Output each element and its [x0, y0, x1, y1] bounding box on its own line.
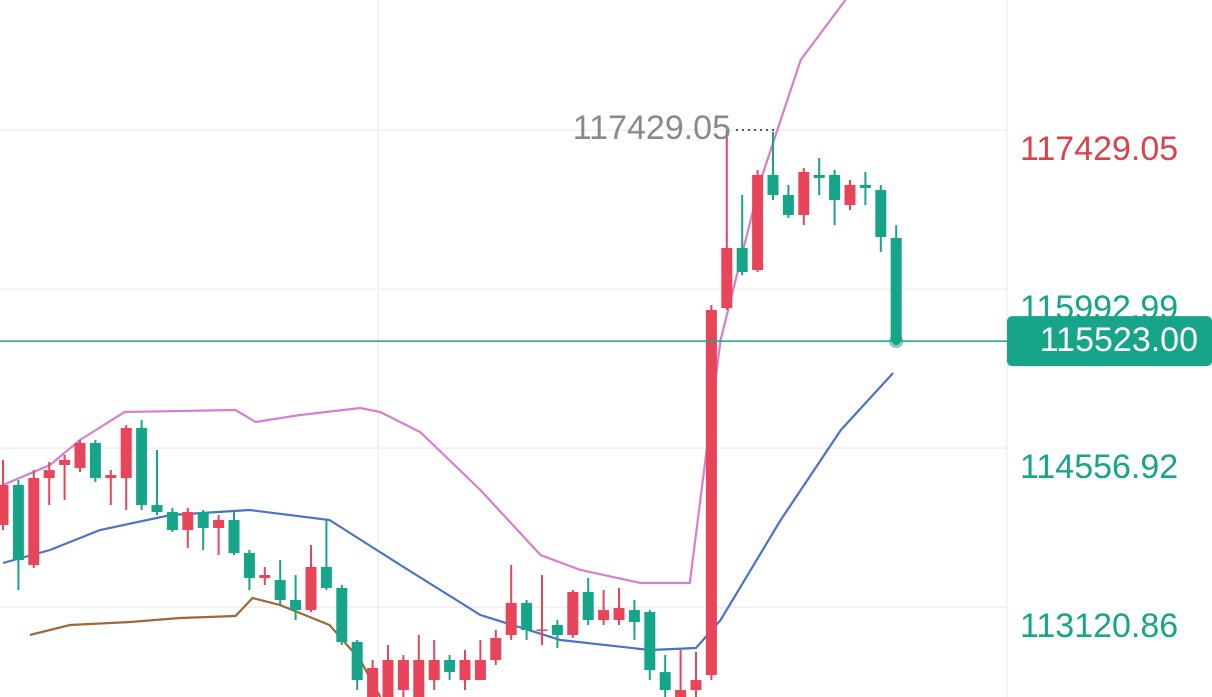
candle-body	[675, 690, 687, 697]
candle-body	[59, 459, 71, 465]
candle-body	[397, 660, 409, 691]
indicator-line	[2, 0, 847, 585]
candle-body	[12, 485, 24, 560]
candle-body	[320, 566, 332, 589]
candle-body	[197, 512, 209, 528]
max-label: 117429.05	[573, 109, 731, 147]
candle-body	[736, 247, 748, 273]
candle-body	[859, 184, 871, 188]
candle-body	[213, 520, 225, 528]
candle-body	[166, 512, 178, 530]
candle-body	[274, 580, 286, 600]
candle-body	[705, 310, 717, 676]
candle-body	[305, 566, 317, 611]
candle-body	[136, 427, 148, 506]
candle-body	[0, 485, 9, 525]
candle-body	[798, 172, 810, 215]
candle-body	[444, 660, 456, 673]
indicator-line	[29, 596, 382, 697]
candle-body	[474, 660, 486, 681]
candle-body	[875, 189, 887, 238]
candle-body	[243, 553, 255, 579]
y-tick-label: 114556.92	[1020, 448, 1178, 486]
candle-body	[644, 612, 656, 671]
candle-body	[598, 610, 610, 621]
candle-body	[336, 588, 348, 642]
candle-body	[182, 512, 194, 530]
candle-body	[844, 184, 856, 206]
indicator-line	[2, 372, 894, 652]
candle-body	[367, 667, 379, 697]
candle-body	[43, 470, 55, 479]
candle-body	[782, 195, 794, 215]
candle-body	[690, 680, 702, 691]
candle-body	[521, 602, 533, 630]
candle-body	[120, 427, 132, 479]
candle-body	[582, 592, 594, 621]
last-price-dot-core	[892, 337, 901, 346]
candle-body	[490, 637, 502, 661]
candle-body	[659, 672, 671, 691]
candle-body	[151, 505, 163, 513]
candle-body	[567, 592, 579, 635]
candle-body	[890, 238, 902, 342]
candle-body	[829, 174, 841, 201]
candle-body	[413, 660, 425, 697]
candle-body	[259, 575, 271, 579]
candle-body	[536, 629, 548, 631]
candle-body	[767, 174, 779, 196]
candle-body	[752, 174, 764, 271]
candle-body	[551, 625, 563, 635]
candle-body	[613, 608, 625, 621]
candle-body	[74, 443, 86, 469]
candle-body	[351, 641, 363, 681]
candle-body	[290, 599, 302, 611]
candle-body	[28, 478, 40, 565]
y-tick-label: 117429.05	[1020, 130, 1178, 168]
candle-body	[813, 174, 825, 178]
candle-body	[459, 660, 471, 681]
candle-body	[382, 660, 394, 697]
last-price-label: 115523.00	[1040, 321, 1198, 359]
candle-body	[89, 443, 101, 479]
candle-body	[105, 475, 117, 479]
y-tick-label: 113120.86	[1020, 607, 1178, 645]
last-price-box	[1007, 316, 1212, 367]
candle-body	[505, 602, 517, 635]
candle-body	[628, 610, 640, 623]
candle-body	[721, 247, 733, 309]
candle-body	[228, 520, 240, 554]
candle-body	[428, 660, 440, 681]
